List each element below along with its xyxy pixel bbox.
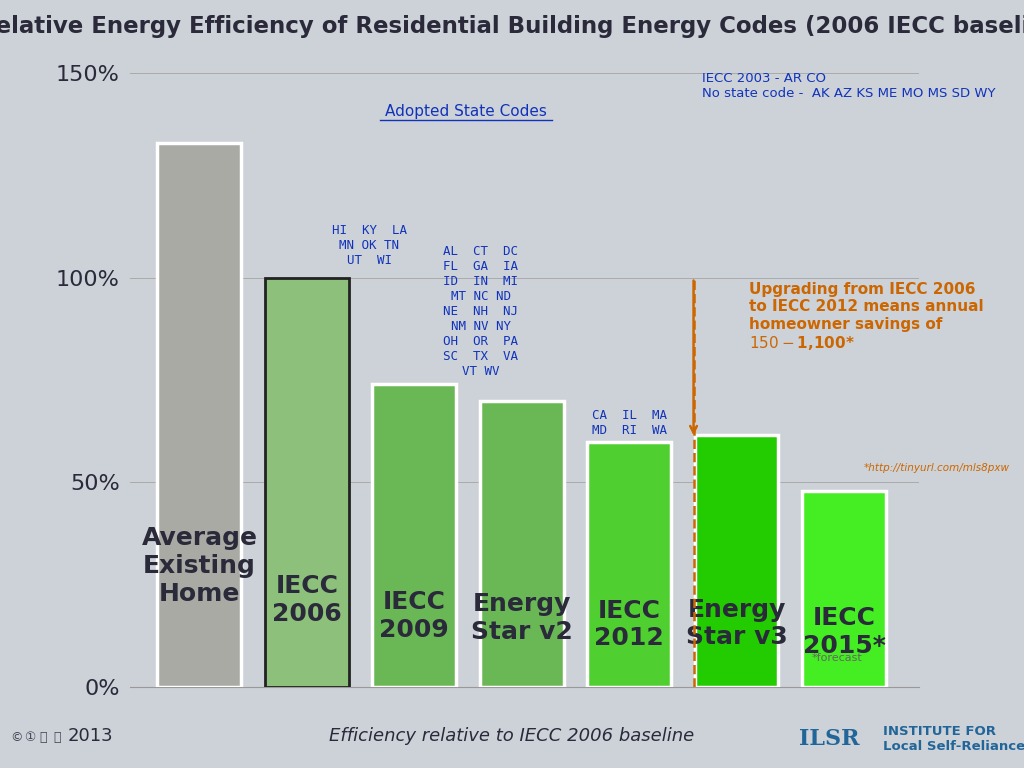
Text: IECC
2009: IECC 2009 xyxy=(379,590,450,642)
Bar xyxy=(265,278,349,687)
Text: ©: © xyxy=(10,731,23,744)
Text: 2013: 2013 xyxy=(68,727,113,745)
Bar xyxy=(694,435,778,687)
Bar xyxy=(373,384,456,687)
Title: Relative Energy Efficiency of Residential Building Energy Codes (2006 IECC basel: Relative Energy Efficiency of Residentia… xyxy=(0,15,1024,38)
Bar xyxy=(587,442,671,687)
Text: *forecast: *forecast xyxy=(812,653,863,663)
Text: CA  IL  MA
MD  RI  WA: CA IL MA MD RI WA xyxy=(592,409,667,438)
Text: IECC
2015*: IECC 2015* xyxy=(803,606,886,657)
Text: HI  KY  LA
MN OK TN
UT  WI: HI KY LA MN OK TN UT WI xyxy=(332,224,407,267)
Bar xyxy=(480,401,563,687)
Bar xyxy=(158,143,242,687)
Text: Average
Existing
Home: Average Existing Home xyxy=(141,526,257,605)
Text: *http://tinyurl.com/mls8pxw: *http://tinyurl.com/mls8pxw xyxy=(863,463,1010,473)
Text: INSTITUTE FOR
Local Self-Reliance: INSTITUTE FOR Local Self-Reliance xyxy=(883,725,1024,753)
Text: Efficiency relative to IECC 2006 baseline: Efficiency relative to IECC 2006 baselin… xyxy=(330,727,694,745)
Text: ①: ① xyxy=(25,731,36,744)
Text: AL  CT  DC
FL  GA  IA
ID  IN  MI
MT NC ND
NE  NH  NJ
NM NV NY
OH  OR  PA
SC  TX : AL CT DC FL GA IA ID IN MI MT NC ND NE N… xyxy=(443,245,518,378)
Text: ⓓ: ⓓ xyxy=(53,731,60,744)
Text: ⓝ: ⓝ xyxy=(40,731,47,744)
Text: Energy
Star v3: Energy Star v3 xyxy=(686,598,787,650)
Bar xyxy=(802,491,886,687)
Text: Adopted State Codes: Adopted State Codes xyxy=(385,104,547,119)
Text: IECC 2003 - AR CO
No state code -  AK AZ KS ME MO MS SD WY: IECC 2003 - AR CO No state code - AK AZ … xyxy=(702,71,995,100)
Text: Upgrading from IECC 2006
to IECC 2012 means annual
homeowner savings of
$150-$1,: Upgrading from IECC 2006 to IECC 2012 me… xyxy=(750,282,984,353)
Text: Energy
Star v2: Energy Star v2 xyxy=(471,592,572,644)
Text: ILSR: ILSR xyxy=(799,728,860,750)
Text: IECC
2006: IECC 2006 xyxy=(272,574,342,626)
Text: IECC
2012: IECC 2012 xyxy=(594,598,664,650)
